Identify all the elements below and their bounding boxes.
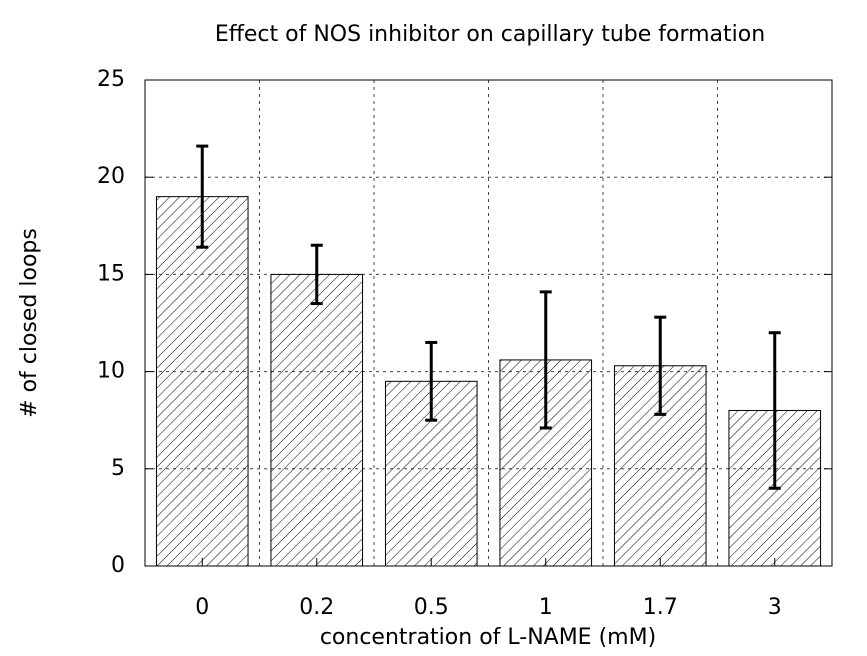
error-bar [539,290,552,430]
bar [270,273,364,567]
x-tick-label: 1.7 [643,595,678,620]
x-tick-label: 1 [539,595,553,620]
error-bar [768,331,781,490]
x-tick-label: 0 [195,595,209,620]
y-tick-label: 10 [97,359,125,384]
y-tick-label: 0 [111,553,125,578]
y-tick-label: 20 [97,164,125,189]
error-bar [310,243,323,306]
error-bar [654,315,667,416]
y-tick-label: 5 [111,456,125,481]
x-tick-label: 0.5 [414,595,449,620]
chart-title: Effect of NOS inhibitor on capillary tub… [215,22,765,47]
x-axis-label: concentration of L-NAME (mM) [320,625,656,650]
y-tick-label: 15 [97,261,125,286]
error-bar [425,340,438,422]
error-bar [196,144,209,249]
y-axis-label: # of closed loops [17,228,42,418]
x-tick-label: 0.2 [299,595,334,620]
x-tick-label: 3 [768,595,782,620]
plot-frame [144,79,833,567]
bar [155,196,249,567]
y-tick-label: 25 [97,67,125,92]
